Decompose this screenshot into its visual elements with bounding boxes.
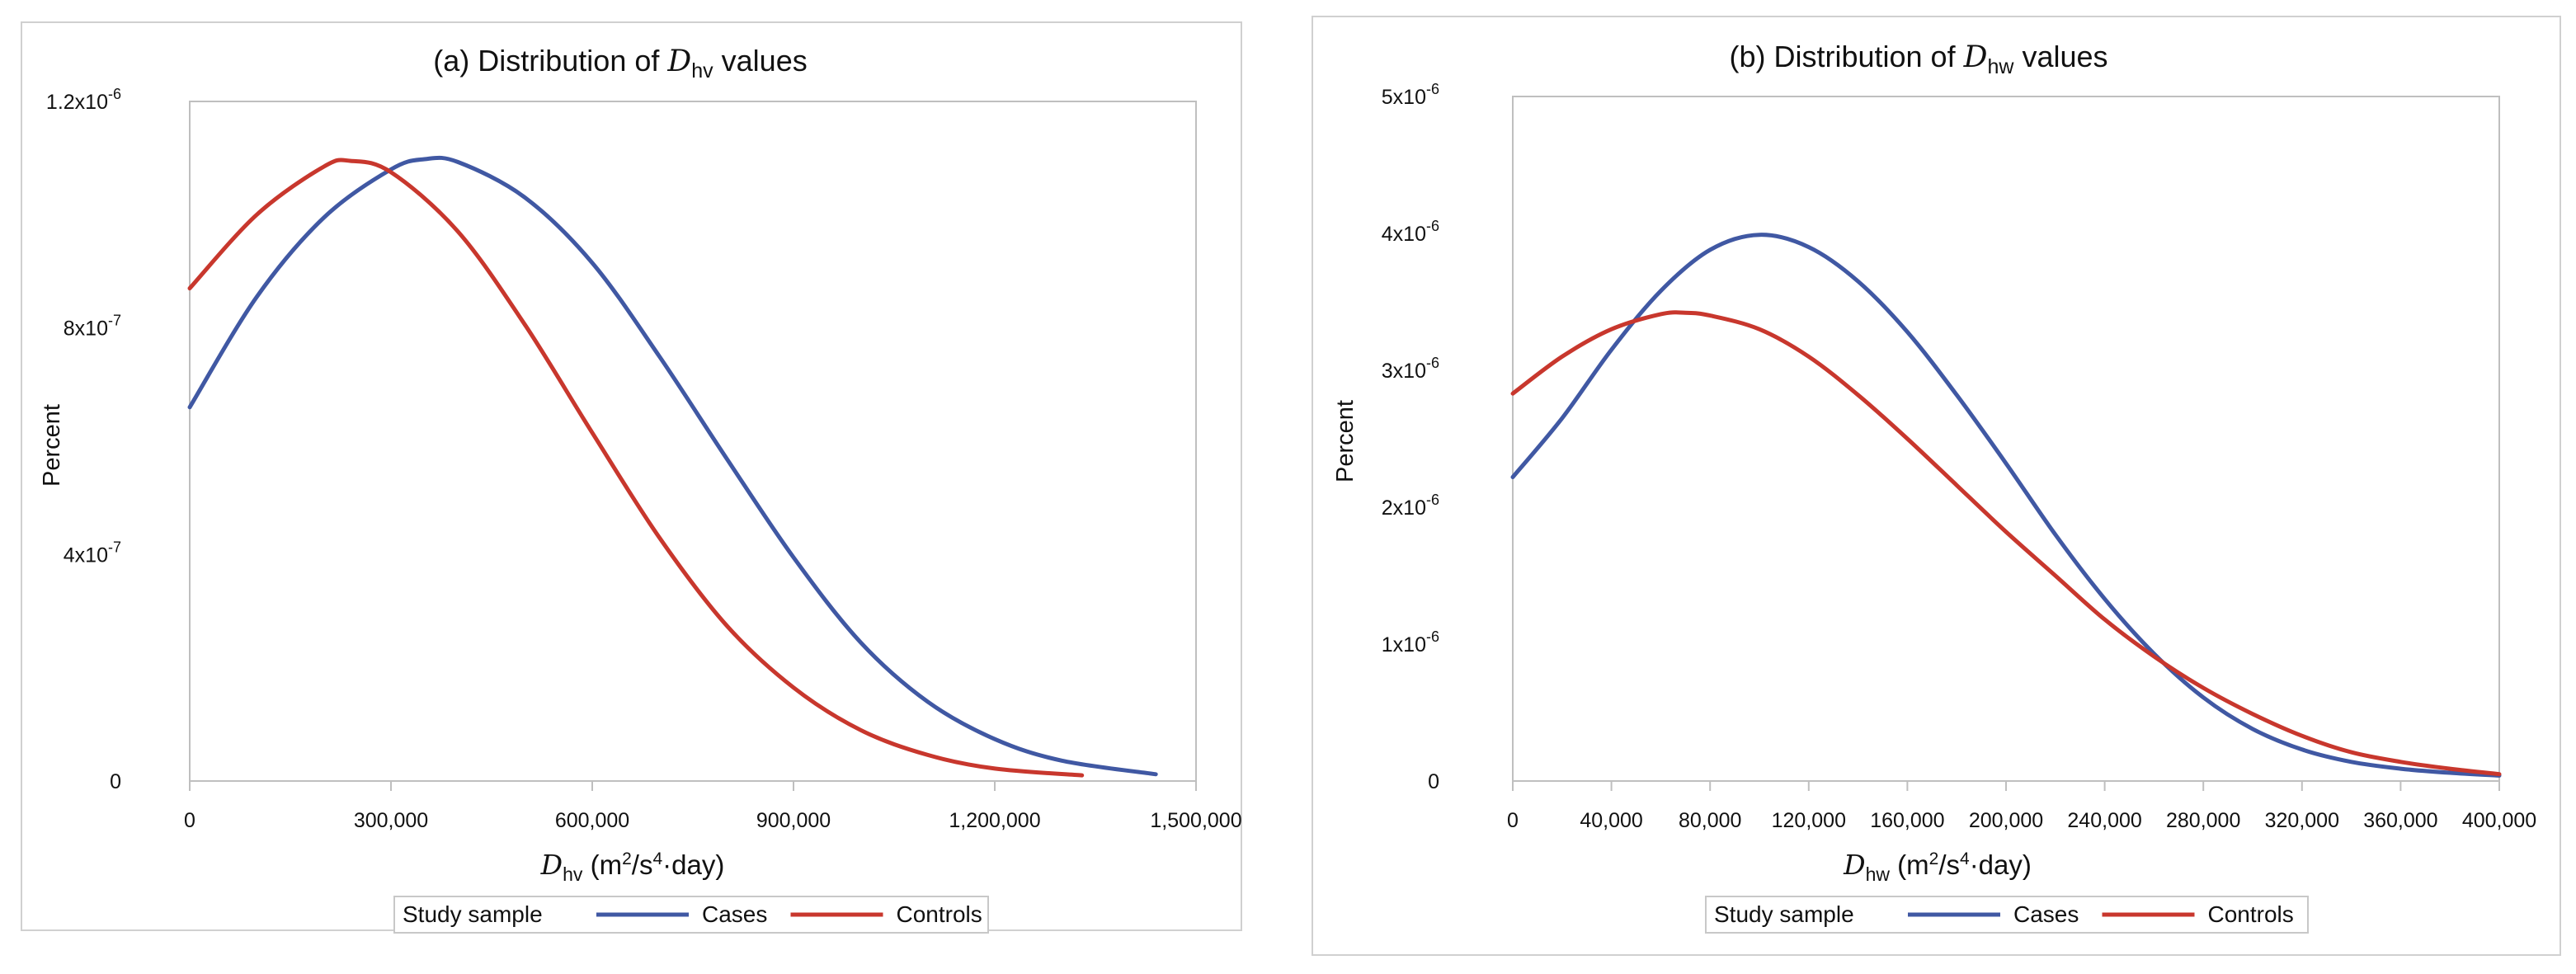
series-line-cases — [187, 155, 1158, 777]
series-line-cases — [1510, 233, 2502, 778]
x-tick-label: 160,000 — [1870, 809, 1944, 832]
legend-box — [393, 896, 989, 934]
legend-title: Study sample — [1714, 901, 1854, 927]
chart-title: (b) Distribution of Dhw values — [1729, 40, 2107, 78]
plot-area — [189, 101, 1197, 782]
y-axis-label: Percent — [1332, 400, 1359, 482]
x-tick-label: 80,000 — [1679, 809, 1741, 832]
x-tick-label: 240,000 — [2067, 809, 2141, 832]
legend-title: Study sample — [403, 901, 543, 927]
legend-entry-cases: Cases — [702, 901, 767, 927]
x-tick-label: 900,000 — [756, 809, 831, 832]
y-tick-label: 1x10-6 — [1382, 628, 1439, 656]
y-tick-label: 0 — [1428, 770, 1439, 793]
x-tick-label: 200,000 — [1969, 809, 2043, 832]
x-tick-label: 300,000 — [354, 809, 428, 832]
y-tick-label: 4x10-7 — [64, 539, 121, 567]
y-tick-label: 4x10-6 — [1382, 218, 1439, 246]
chart-title: (a) Distribution of Dhv values — [433, 44, 807, 82]
series-line-controls — [1510, 310, 2502, 777]
legend-entry-cases: Cases — [2013, 901, 2079, 927]
x-tick-label: 400,000 — [2462, 809, 2536, 832]
y-axis-label: Percent — [39, 404, 65, 487]
x-tick-label: 1,200,000 — [949, 809, 1040, 832]
y-tick-label: 1.2x10-6 — [46, 86, 121, 114]
x-tick-label: 0 — [184, 809, 195, 832]
x-axis-label: Dhw (m2/s4·day) — [1843, 849, 2032, 885]
y-tick-label: 3x10-6 — [1382, 355, 1439, 383]
panel-frame — [1312, 16, 2561, 956]
chart-panel-b: (b) Distribution of Dhw values 0 1x10-6 2x1… — [1312, 16, 2561, 956]
x-tick-label: 280,000 — [2166, 809, 2240, 832]
legend-entry-controls: Controls — [897, 901, 982, 927]
x-axis-label: Dhv (m2/s4·day) — [540, 849, 725, 885]
legend: Study sample Cases Controls — [393, 896, 989, 934]
x-tick-label: 40,000 — [1580, 809, 1642, 832]
x-tick-label: 320,000 — [2265, 809, 2339, 832]
series-line-controls — [187, 158, 1085, 778]
x-tick-label: 120,000 — [1772, 809, 1846, 832]
x-tick-label: 360,000 — [2363, 809, 2437, 832]
y-tick-label: 0 — [110, 770, 121, 793]
x-tick-label: 1,500,000 — [1150, 809, 1241, 832]
chart-panel-a: (a) Distribution of Dhv values 0 4x10-7 8x1… — [21, 21, 1242, 934]
legend-box — [1705, 896, 2309, 934]
y-tick-label: 5x10-6 — [1382, 81, 1439, 109]
legend-entry-controls: Controls — [2208, 901, 2294, 927]
legend: Study sample Cases Controls — [1705, 896, 2309, 934]
y-tick-label: 8x10-7 — [64, 313, 121, 341]
x-tick-label: 0 — [1507, 809, 1519, 832]
panel-frame — [21, 21, 1242, 931]
x-tick-label: 600,000 — [555, 809, 629, 832]
y-tick-label: 2x10-6 — [1382, 492, 1439, 520]
